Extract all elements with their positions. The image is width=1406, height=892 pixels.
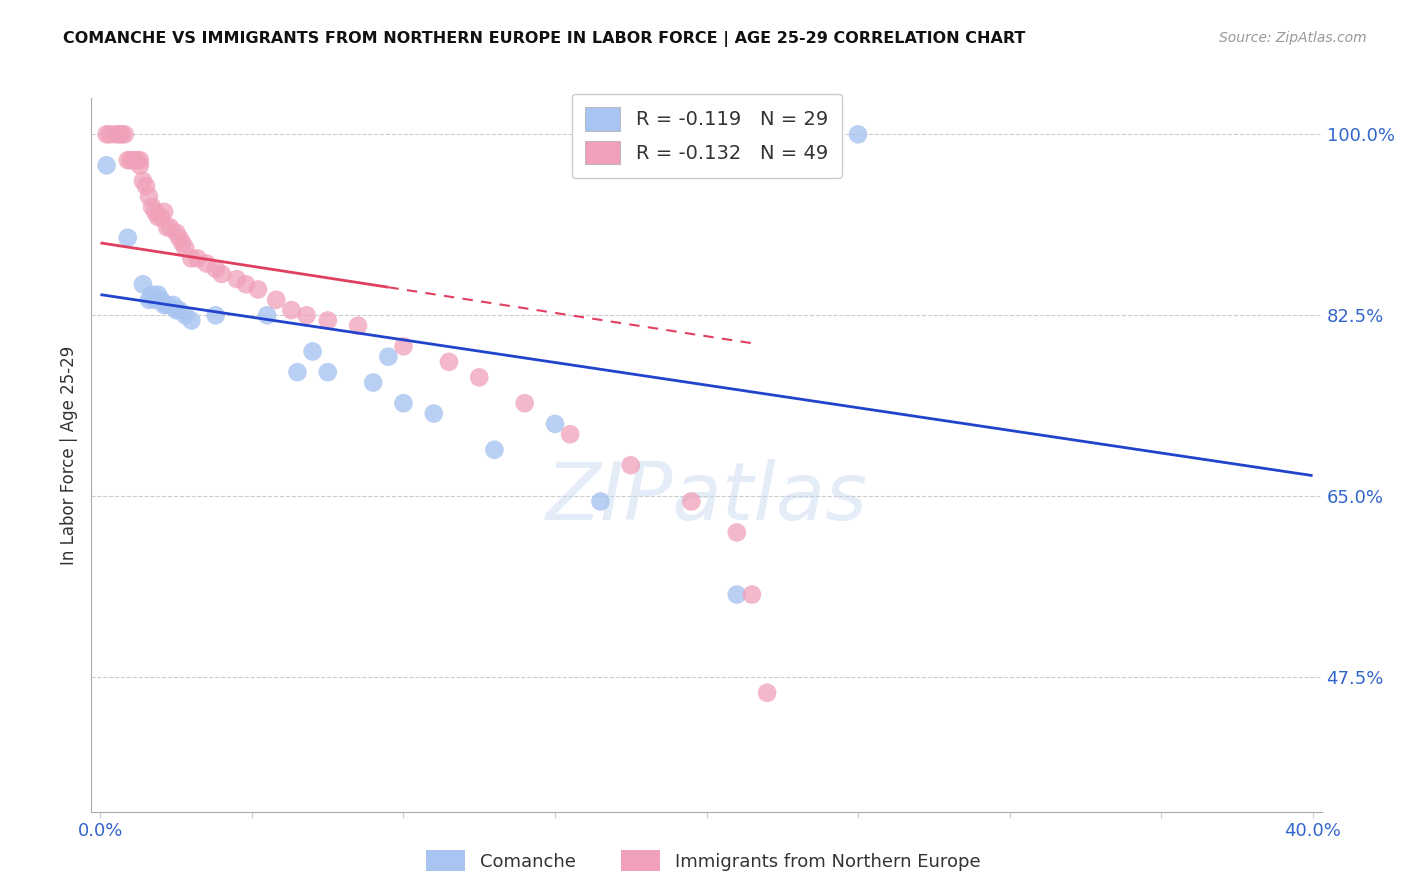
Point: [138, 293, 160, 307]
Point: [211, 267, 233, 281]
Point: [117, 153, 139, 168]
Point: [174, 308, 197, 322]
Point: [111, 128, 134, 142]
Point: [153, 298, 176, 312]
Point: [204, 308, 226, 322]
Point: [235, 277, 257, 292]
Text: ZIPatlas: ZIPatlas: [546, 458, 868, 537]
Point: [295, 308, 318, 322]
Legend: R = -0.119   N = 29, R = -0.132   N = 49: R = -0.119 N = 29, R = -0.132 N = 49: [571, 94, 842, 178]
Point: [104, 128, 127, 142]
Point: [756, 686, 779, 700]
Point: [589, 494, 612, 508]
Point: [107, 128, 129, 142]
Point: [484, 442, 506, 457]
Point: [165, 303, 187, 318]
Point: [180, 313, 202, 327]
Point: [725, 588, 748, 602]
Point: [186, 252, 208, 266]
Point: [180, 252, 202, 266]
Point: [165, 226, 187, 240]
Point: [204, 261, 226, 276]
Point: [162, 298, 184, 312]
Point: [117, 231, 139, 245]
Point: [135, 179, 157, 194]
Y-axis label: In Labor Force | Age 25-29: In Labor Force | Age 25-29: [59, 345, 77, 565]
Point: [125, 153, 148, 168]
Point: [423, 407, 446, 421]
Point: [392, 396, 415, 410]
Point: [141, 200, 163, 214]
Point: [347, 318, 370, 333]
Point: [146, 210, 169, 224]
Point: [316, 365, 339, 379]
Point: [316, 313, 339, 327]
Point: [377, 350, 399, 364]
Point: [287, 365, 309, 379]
Point: [361, 376, 384, 390]
Point: [681, 494, 703, 508]
Point: [128, 153, 150, 168]
Point: [98, 128, 121, 142]
Point: [114, 128, 136, 142]
Point: [96, 158, 118, 172]
Point: [128, 158, 150, 172]
Legend: Comanche, Immigrants from Northern Europe: Comanche, Immigrants from Northern Europ…: [419, 843, 987, 879]
Point: [301, 344, 323, 359]
Point: [195, 257, 218, 271]
Point: [146, 287, 169, 301]
Point: [264, 293, 287, 307]
Point: [468, 370, 491, 384]
Point: [122, 153, 145, 168]
Point: [120, 153, 142, 168]
Point: [620, 458, 643, 473]
Point: [167, 303, 190, 318]
Point: [172, 235, 194, 250]
Point: [225, 272, 247, 286]
Point: [280, 303, 302, 318]
Point: [150, 293, 173, 307]
Point: [143, 293, 166, 307]
Point: [256, 308, 278, 322]
Point: [143, 205, 166, 219]
Point: [96, 128, 118, 142]
Point: [138, 189, 160, 203]
Point: [741, 588, 763, 602]
Point: [153, 205, 176, 219]
Text: COMANCHE VS IMMIGRANTS FROM NORTHERN EUROPE IN LABOR FORCE | AGE 25-29 CORRELATI: COMANCHE VS IMMIGRANTS FROM NORTHERN EUR…: [63, 31, 1025, 47]
Point: [132, 174, 155, 188]
Point: [247, 282, 270, 296]
Point: [846, 128, 869, 142]
Text: Source: ZipAtlas.com: Source: ZipAtlas.com: [1219, 31, 1367, 45]
Point: [513, 396, 536, 410]
Point: [156, 298, 179, 312]
Point: [560, 427, 582, 442]
Point: [437, 355, 460, 369]
Point: [174, 241, 197, 255]
Point: [392, 339, 415, 353]
Point: [167, 231, 190, 245]
Point: [141, 287, 163, 301]
Point: [544, 417, 567, 431]
Point: [725, 525, 748, 540]
Point: [159, 220, 181, 235]
Point: [132, 277, 155, 292]
Point: [156, 220, 179, 235]
Point: [150, 210, 173, 224]
